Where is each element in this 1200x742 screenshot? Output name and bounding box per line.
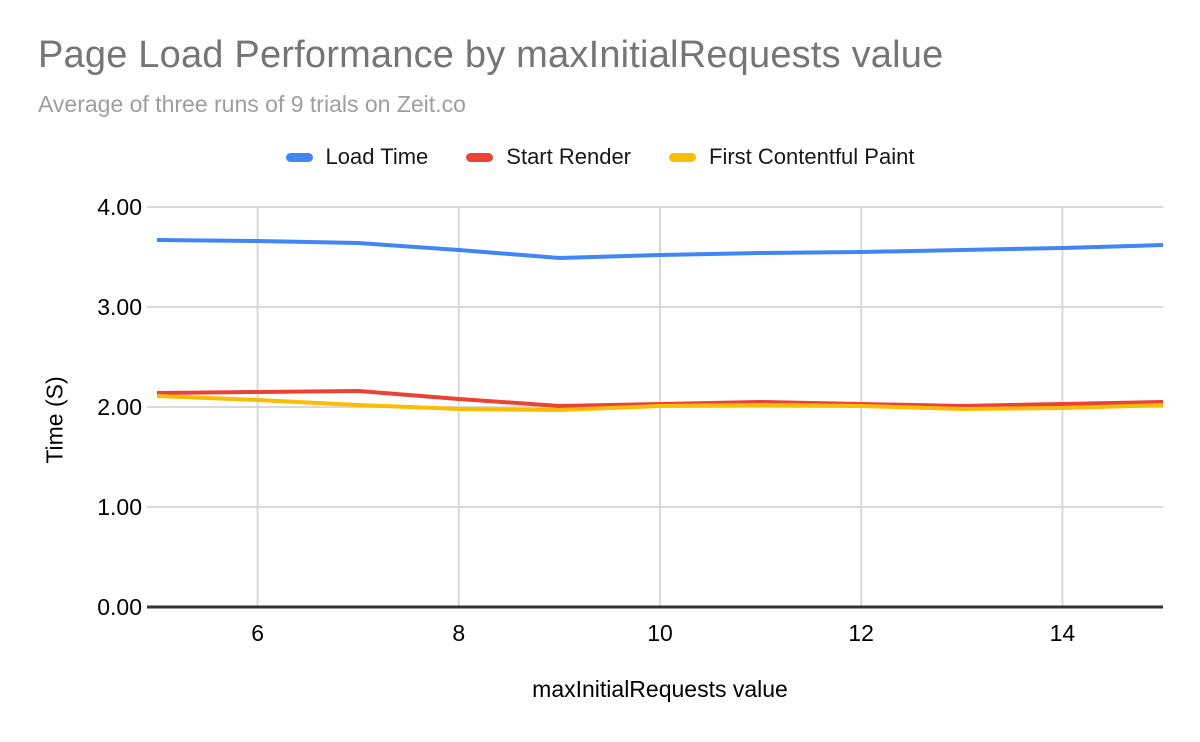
legend-swatch-icon: [669, 152, 697, 162]
y-tick-label: 0.00: [97, 594, 142, 620]
x-axis-title: maxInitialRequests value: [532, 676, 788, 702]
chart-subtitle: Average of three runs of 9 trials on Zei…: [38, 91, 466, 117]
y-tick-label: 2.00: [97, 394, 142, 420]
y-tick-label: 1.00: [97, 494, 142, 520]
legend-label: Start Render: [506, 144, 632, 169]
y-tick-label: 4.00: [97, 194, 142, 220]
legend-swatch-icon: [466, 152, 494, 162]
x-tick-label: 6: [251, 620, 264, 646]
x-tick-label: 10: [647, 620, 673, 646]
legend-item-load-time: Load Time: [285, 144, 429, 170]
legend-item-start-render: Start Render: [466, 144, 631, 170]
y-axis-title: Time (S): [41, 376, 68, 464]
legend: Load Time Start Render First Contentful Pa…: [0, 142, 1200, 172]
legend-swatch-icon: [285, 152, 313, 162]
legend-label: First Contentful Paint: [709, 144, 915, 169]
y-tick-label: 3.00: [97, 294, 142, 320]
x-tick-label: 8: [452, 620, 465, 646]
x-tick-label: 12: [848, 620, 874, 646]
x-tick-label: 14: [1050, 620, 1076, 646]
chart-title: Page Load Performance by maxInitialReque…: [38, 34, 944, 76]
series-line-load-time: [156, 238, 1164, 260]
legend-item-first-contentful-paint: First Contentful Paint: [669, 144, 914, 170]
series-line-first-contentful-paint: [156, 394, 1164, 412]
legend-label: Load Time: [325, 144, 429, 169]
